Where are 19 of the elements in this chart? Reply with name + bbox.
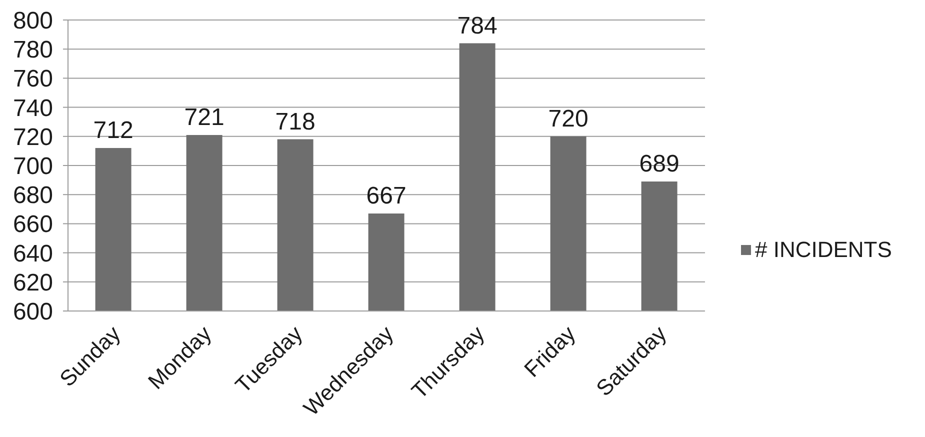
y-tick-label: 660	[12, 211, 53, 238]
y-tick-label: 600	[12, 298, 53, 326]
y-tick-label: 680	[12, 182, 53, 210]
y-tick-label: 620	[12, 269, 53, 296]
y-tick-label: 800	[12, 8, 53, 35]
y-tick-label: 700	[12, 153, 53, 180]
y-tick-label: 780	[12, 36, 53, 64]
data-label: 712	[93, 117, 134, 144]
data-label: 721	[184, 104, 224, 131]
y-tick-label: 760	[12, 66, 53, 93]
y-tick-label: 640	[12, 240, 53, 268]
data-label: 718	[275, 108, 316, 136]
y-tick-label: 740	[12, 94, 53, 122]
data-label: 720	[548, 105, 588, 132]
data-label: 784	[457, 12, 498, 40]
y-tick-label: 720	[12, 124, 53, 151]
legend-label: # INCIDENTS	[755, 237, 892, 263]
data-label: 667	[366, 182, 406, 210]
data-label: 689	[639, 150, 680, 178]
